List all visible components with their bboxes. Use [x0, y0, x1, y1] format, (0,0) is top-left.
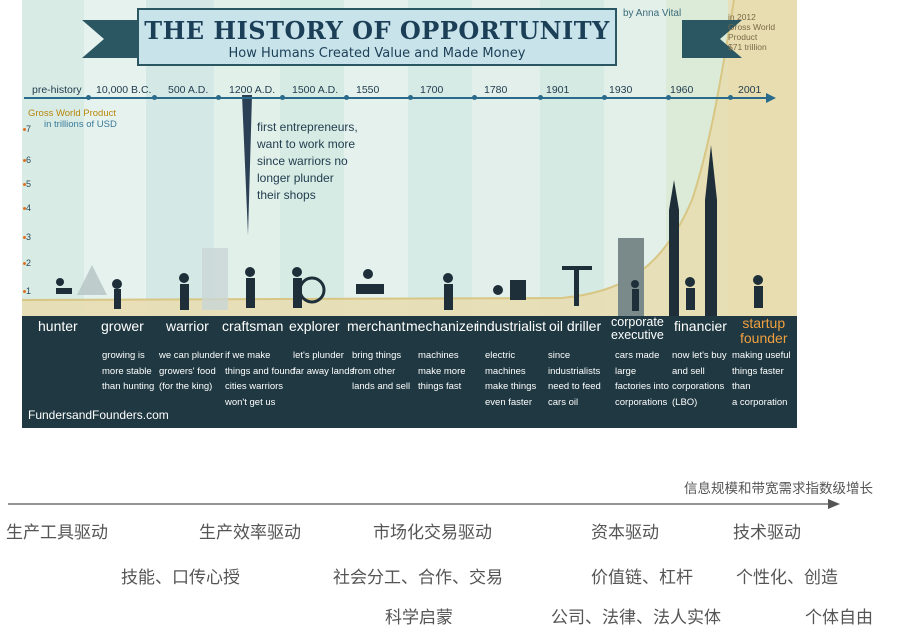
- timeline-dot: [666, 95, 671, 100]
- era-label: 1700: [420, 84, 444, 96]
- role-corporate-executive: corporate executive: [611, 315, 664, 342]
- stage-trait: 个性化、创造: [736, 568, 838, 588]
- role-desc: cars made large factories into corporati…: [615, 350, 669, 408]
- timeline-dot: [408, 95, 413, 100]
- role-desc: now let's buy and sell corporations (LBO…: [672, 350, 727, 408]
- stage-label: 市场化交易驱动: [373, 523, 492, 543]
- stage-trait: 价值链、杠杆: [591, 568, 693, 588]
- infographic: THE HISTORY OF OPPORTUNITY How Humans Cr…: [22, 0, 797, 428]
- role-grower: grower: [101, 318, 144, 334]
- role-mechanizer: mechanizer: [406, 318, 479, 334]
- progress-arrow: [8, 499, 840, 509]
- timeline-dot: [728, 95, 733, 100]
- infographic-title: THE HISTORY OF OPPORTUNITY: [144, 16, 610, 45]
- era-label: 10,000 B.C.: [96, 84, 152, 96]
- role-desc: making useful things faster than a corpo…: [732, 350, 791, 408]
- role-oil-driller: oil driller: [549, 318, 602, 334]
- role-explorer: explorer: [289, 318, 340, 334]
- role-desc: electric machines make things even faste…: [485, 350, 537, 408]
- timeline-dot: [216, 95, 221, 100]
- gwp-tick: 7: [22, 124, 32, 134]
- stage-label: 生产工具驱动: [6, 523, 108, 543]
- role-desc: if we make things and found cities warri…: [225, 350, 296, 408]
- role-desc: growing is more stable than hunting: [102, 350, 155, 392]
- role-hunter: hunter: [38, 318, 78, 334]
- role-desc: machines make more things fast: [418, 350, 466, 392]
- gwp-tick: 4: [22, 203, 32, 213]
- timeline-dot: [152, 95, 157, 100]
- role-craftsman: craftsman: [222, 318, 284, 334]
- site-credit: FundersandFounders.com: [28, 408, 169, 422]
- timeline-dot: [86, 95, 91, 100]
- role-desc: bring things from other lands and sell: [352, 350, 411, 392]
- gwp-tick: 2: [22, 258, 32, 268]
- role-merchant: merchant: [347, 318, 406, 334]
- era-label: 1200 A.D.: [229, 84, 276, 96]
- author-credit: by Anna Vital: [623, 8, 682, 19]
- banner-ribbon: [82, 20, 742, 58]
- era-label: 1901: [546, 84, 570, 96]
- infographic-subtitle: How Humans Created Value and Made Money: [228, 46, 526, 61]
- gwp-curve: [22, 0, 797, 316]
- role-desc: since industrialists need to feed cars o…: [548, 350, 601, 408]
- roles-band: [22, 316, 797, 428]
- timeline-dot: [344, 95, 349, 100]
- era-label: 1550: [356, 84, 380, 96]
- timeline-dot: [472, 95, 477, 100]
- era-column: [22, 0, 84, 316]
- gwp-tick: 3: [22, 232, 32, 242]
- gwp-axis-label: Gross World Product in trillions of USD: [28, 108, 117, 130]
- era-label: pre-history: [32, 84, 82, 96]
- era-label: 1930: [609, 84, 633, 96]
- role-desc: we can plunder growers' food (for the ki…: [159, 350, 224, 392]
- gwp-tick: 6: [22, 155, 32, 165]
- entrepreneurs-annotation: first entrepreneurs, want to work more s…: [257, 120, 358, 202]
- era-label: 1780: [484, 84, 508, 96]
- stage-label: 技术驱动: [733, 523, 801, 543]
- timeline-dot: [538, 95, 543, 100]
- stage-trait: 公司、法律、法人实体: [551, 608, 721, 628]
- stage-label: 生产效率驱动: [199, 523, 301, 543]
- era-label: 1960: [670, 84, 694, 96]
- role-industrialist: industrialist: [476, 318, 547, 334]
- growth-label: 信息规模和带宽需求指数级增长: [684, 481, 873, 497]
- gwp-2012-note: in 2012 Gross World Product $71 trillion: [728, 12, 776, 52]
- stage-trait: 个体自由: [805, 608, 873, 628]
- era-label: 500 A.D.: [168, 84, 209, 96]
- banner: THE HISTORY OF OPPORTUNITY How Humans Cr…: [137, 8, 617, 66]
- gwp-tick: 5: [22, 179, 32, 189]
- era-label: 2001: [738, 84, 762, 96]
- gwp-tick: 1: [22, 286, 32, 296]
- role-desc: let's plunder far away lands: [293, 350, 355, 377]
- stage-trait: 社会分工、合作、交易: [333, 568, 503, 588]
- timeline-dot: [602, 95, 607, 100]
- stage-trait: 科学启蒙: [385, 608, 453, 628]
- role-financier: financier: [674, 318, 727, 334]
- stage-label: 资本驱动: [591, 523, 659, 543]
- era-label: 1500 A.D.: [292, 84, 339, 96]
- role-warrior: warrior: [166, 318, 209, 334]
- stage-trait: 技能、口传心授: [121, 568, 240, 588]
- timeline-dot: [280, 95, 285, 100]
- role-startup-founder: startup founder: [740, 315, 788, 346]
